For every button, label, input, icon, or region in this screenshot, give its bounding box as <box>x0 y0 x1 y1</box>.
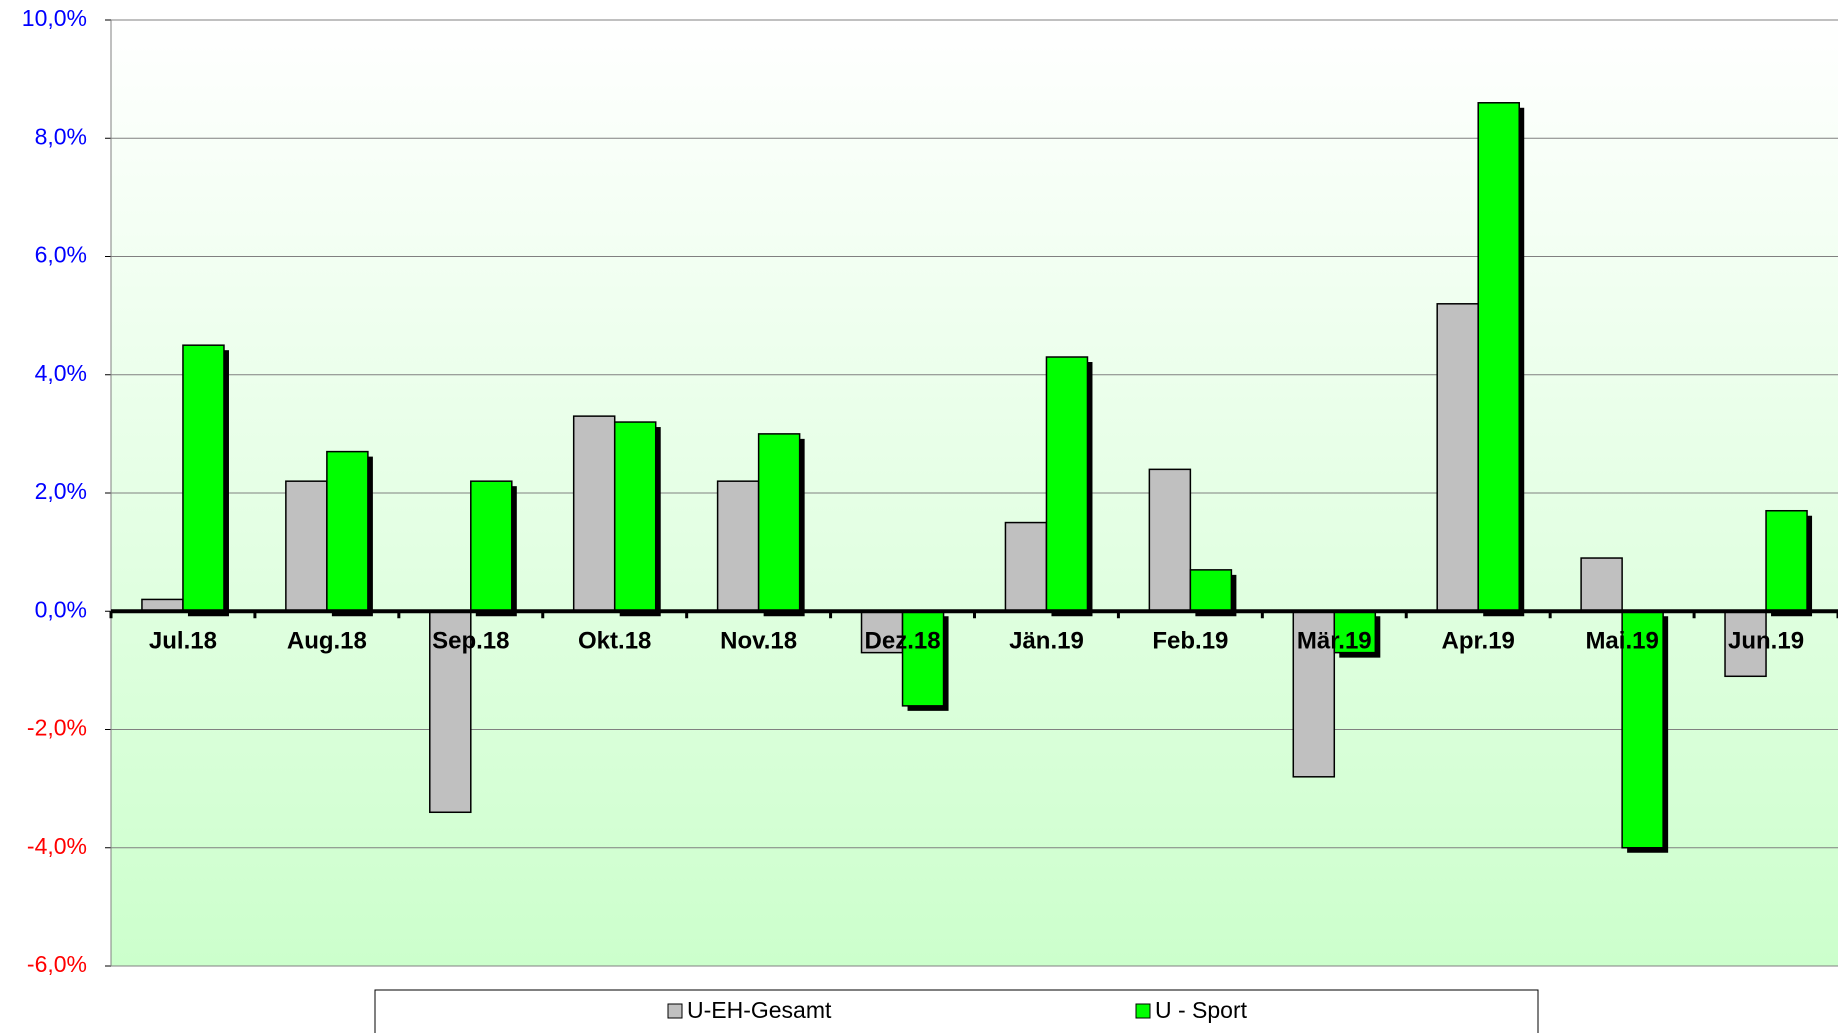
bar <box>1477 102 1520 613</box>
legend <box>374 989 1539 1033</box>
x-tick-label: Dez.18 <box>865 628 941 655</box>
legend-label: U-EH-Gesamt <box>687 997 832 1023</box>
bar <box>1621 610 1664 849</box>
bar <box>1004 521 1048 612</box>
y-tick-label: 6,0% <box>35 242 87 268</box>
y-tick-label: 8,0% <box>35 123 87 149</box>
legend-swatch <box>1135 1003 1151 1019</box>
y-tick-label: -2,0% <box>27 715 87 741</box>
y-tick-label: -4,0% <box>27 833 87 859</box>
y-tick-label: 10,0% <box>22 5 87 31</box>
y-tick-label: 0,0% <box>35 596 87 622</box>
bar <box>285 480 328 612</box>
bar <box>1765 509 1808 612</box>
x-tick-label: Jul.18 <box>149 628 217 655</box>
x-tick-label: Okt.18 <box>578 628 651 655</box>
y-tick-label: -6,0% <box>27 951 87 977</box>
bar <box>901 610 945 707</box>
bar <box>429 610 472 814</box>
x-tick-label: Mai.19 <box>1585 628 1658 655</box>
bar <box>860 610 904 654</box>
bar <box>613 421 657 612</box>
bar <box>1580 557 1623 612</box>
bar <box>1333 610 1377 654</box>
x-tick-label: Apr.19 <box>1442 628 1515 655</box>
x-tick-label: Mär.19 <box>1297 628 1372 655</box>
bar <box>470 480 513 612</box>
bar <box>757 433 801 612</box>
x-tick-label: Jun.19 <box>1728 628 1804 655</box>
x-tick-label: Jän.19 <box>1009 628 1084 655</box>
bar <box>716 480 760 612</box>
x-tick-label: Feb.19 <box>1152 628 1228 655</box>
bar <box>1189 569 1233 612</box>
x-tick-label: Sep.18 <box>432 628 509 655</box>
y-tick-label: 4,0% <box>35 360 87 386</box>
legend-label: U - Sport <box>1155 997 1248 1023</box>
legend-swatch <box>667 1003 683 1019</box>
x-tick-label: Aug.18 <box>287 628 367 655</box>
bar <box>182 344 225 612</box>
bar <box>1148 468 1192 612</box>
bar <box>1436 303 1479 612</box>
x-tick-label: Nov.18 <box>720 628 797 655</box>
bar <box>1045 356 1089 613</box>
y-tick-label: 2,0% <box>35 478 87 504</box>
bar <box>572 415 616 613</box>
bar <box>1292 610 1336 778</box>
bar <box>326 450 369 612</box>
bar <box>1724 610 1767 678</box>
